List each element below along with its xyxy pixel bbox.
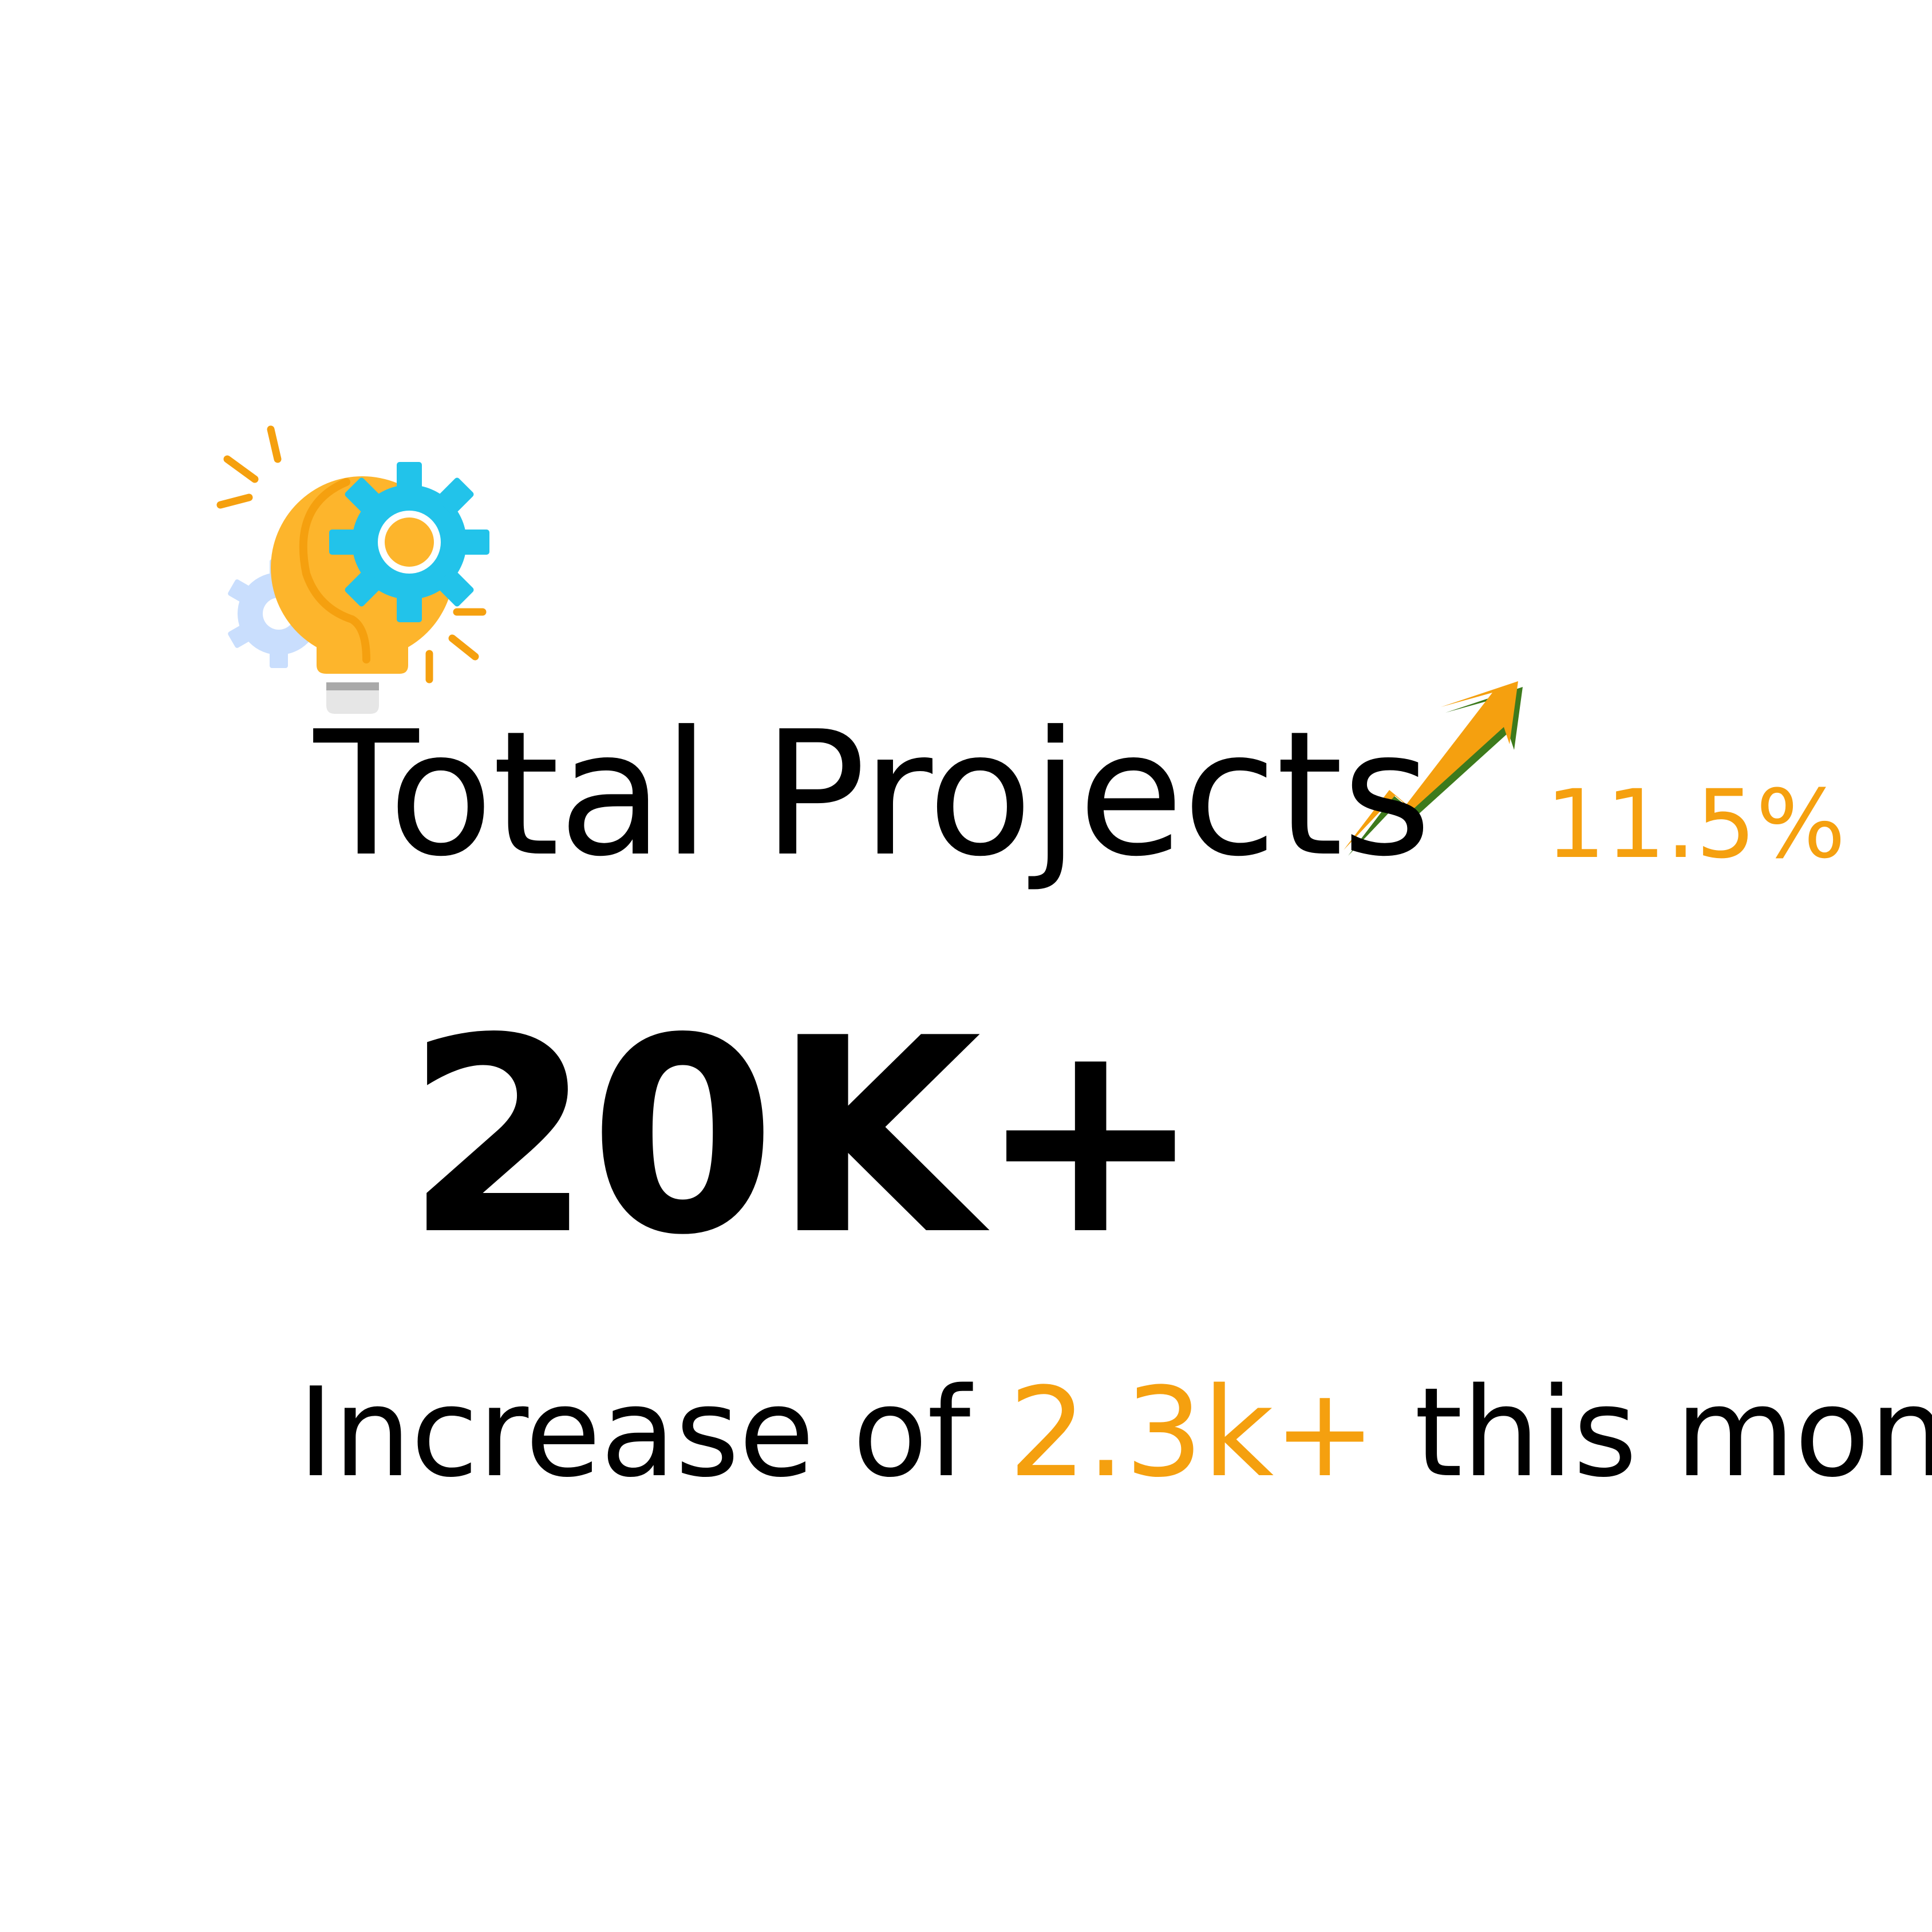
lightbulb-gears-icon (216, 425, 489, 714)
subtitle-highlight: 2.3k+ (1008, 1361, 1377, 1504)
subtitle-suffix: this month (1414, 1361, 1932, 1504)
subtitle-prefix: Increase of (298, 1361, 1009, 1504)
sparkle-rays-icon (216, 425, 487, 683)
subtitle: Increase of 2.3k+ this month (298, 1371, 1932, 1494)
card-title: Total Projects (314, 694, 1432, 894)
large-gear-icon (329, 462, 489, 622)
metric-value: 20K+ (405, 981, 1203, 1294)
trend-up-arrow-icon (1344, 681, 1523, 856)
change-percent: 11.5% (1546, 769, 1846, 879)
